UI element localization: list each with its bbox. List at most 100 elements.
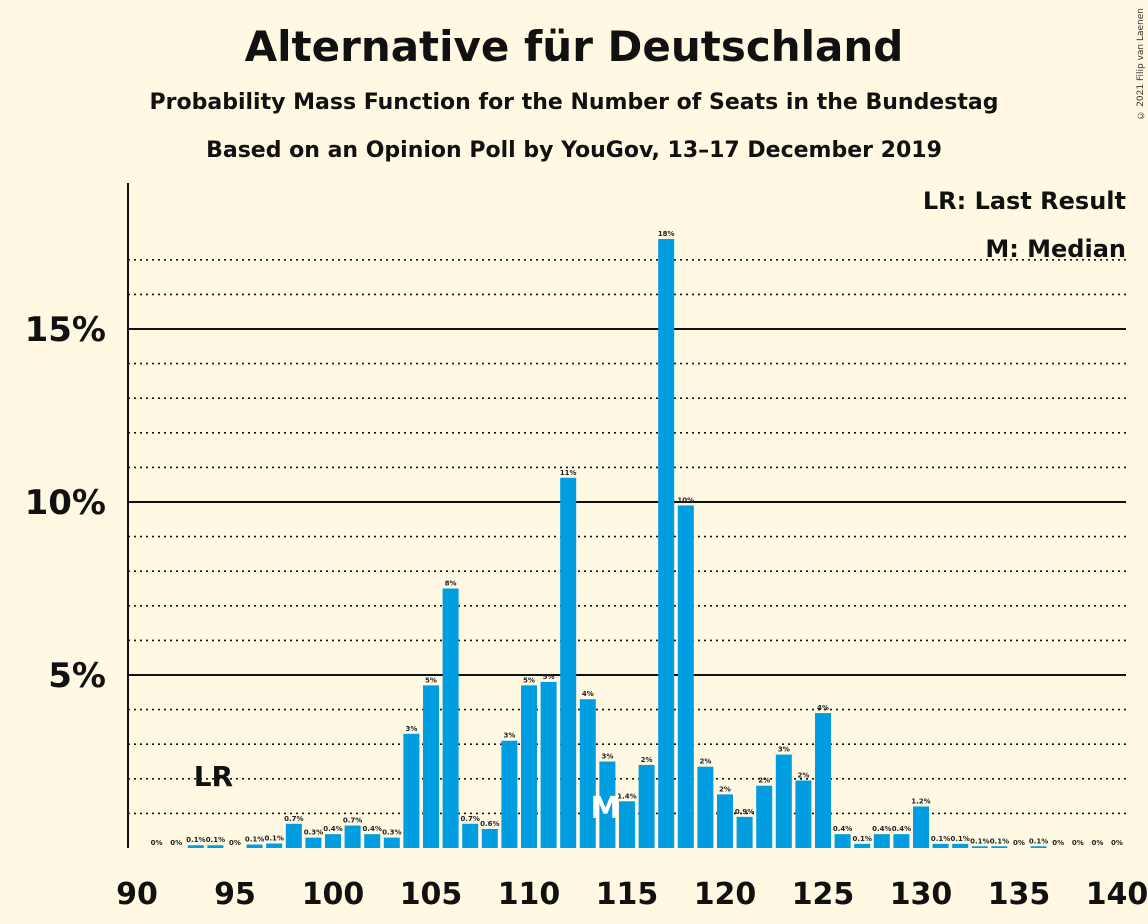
data-label-seat-122: 2% <box>758 777 770 785</box>
x-tick-label: 140 <box>1086 877 1148 912</box>
data-label-seat-124: 2% <box>797 772 809 780</box>
bar-seat-136 <box>1030 846 1047 848</box>
data-label-seat-133: 0.1% <box>970 837 989 845</box>
data-label-seat-118: 10% <box>677 496 694 504</box>
data-label-seat-105: 5% <box>425 676 437 684</box>
data-label-seat-114: 3% <box>601 753 613 761</box>
data-label-seat-127: 0.1% <box>852 835 871 843</box>
data-label-seat-117: 18% <box>658 230 675 238</box>
data-label-seat-129: 0.4% <box>892 825 911 833</box>
data-label-seat-91: 0% <box>151 839 163 847</box>
bar-seat-129 <box>893 834 910 848</box>
bar-seat-100 <box>325 834 341 848</box>
x-tick-label: 110 <box>498 877 561 912</box>
data-label-seat-138: 0% <box>1072 839 1084 847</box>
data-label-seat-126: 0.4% <box>833 825 852 833</box>
data-label-seat-95: 0% <box>229 839 241 847</box>
x-tick-label: 130 <box>890 877 953 912</box>
data-label-seat-108: 0.6% <box>480 820 499 828</box>
bar-seat-99 <box>305 837 322 848</box>
markers: LR M <box>194 760 621 826</box>
data-label-seat-125: 4% <box>817 704 829 712</box>
x-tick-label: 115 <box>596 877 659 912</box>
bar-seat-118 <box>677 505 694 848</box>
bar-seat-112 <box>560 477 577 848</box>
bars <box>187 239 1047 849</box>
bar-seat-134 <box>991 846 1008 848</box>
x-tick-label: 100 <box>302 877 365 912</box>
data-label-seat-96: 0.1% <box>245 836 264 844</box>
data-label-seat-92: 0% <box>170 839 182 847</box>
bar-seat-105 <box>423 685 439 848</box>
bar-seat-120 <box>717 794 733 848</box>
data-label-seat-119: 2% <box>699 758 711 766</box>
data-label-seat-134: 0.1% <box>990 837 1009 845</box>
bar-seat-125 <box>815 713 831 848</box>
bar-seat-102 <box>364 834 381 848</box>
data-label-seat-137: 0% <box>1052 839 1064 847</box>
data-label-seat-136: 0.1% <box>1029 837 1048 845</box>
data-label-seat-139: 0% <box>1091 839 1103 847</box>
bar-seat-107 <box>462 823 479 848</box>
bar-seat-121 <box>736 816 753 848</box>
bar-seat-113 <box>579 699 596 848</box>
bar-seat-119 <box>697 766 714 848</box>
data-label-seat-116: 2% <box>641 756 653 764</box>
data-label-seat-103: 0.3% <box>382 829 401 837</box>
data-label-seat-128: 0.4% <box>872 825 891 833</box>
data-label-seat-109: 3% <box>503 732 515 740</box>
bar-seat-94 <box>207 845 224 848</box>
data-label-seat-98: 0.7% <box>284 815 303 823</box>
legend-last-result: LR: Last Result <box>923 187 1126 215</box>
x-tick-label: 135 <box>988 877 1051 912</box>
data-label-seat-106: 8% <box>445 580 457 588</box>
data-label-seat-135: 0% <box>1013 839 1025 847</box>
grid-lines <box>128 258 1126 815</box>
chart-title: Alternative für Deutschland <box>244 22 904 71</box>
x-tick-label: 105 <box>400 877 463 912</box>
bar-seat-108 <box>481 828 498 848</box>
data-label-seat-107: 0.7% <box>460 815 479 823</box>
data-label-seat-132: 0.1% <box>950 835 969 843</box>
x-tick-label: 90 <box>116 877 158 912</box>
chart-subtitle: Probability Mass Function for the Number… <box>149 90 999 115</box>
bar-seat-101 <box>344 825 361 848</box>
data-label-seat-115: 1.4% <box>617 792 636 800</box>
x-tick-label: 120 <box>694 877 757 912</box>
bar-seat-132 <box>952 843 969 848</box>
x-axis-ticks: 90 95 100 105 110 115 120 125 130 135 140 <box>116 877 1148 912</box>
data-label-seat-102: 0.4% <box>362 825 381 833</box>
bar-seat-124 <box>795 780 812 848</box>
bar-seat-93 <box>187 845 204 848</box>
y-tick-label: 10% <box>25 483 106 523</box>
data-label-seat-101: 0.7% <box>343 817 362 825</box>
data-label-seat-140: 0% <box>1111 839 1123 847</box>
bar-seat-106 <box>442 588 459 848</box>
data-label-seat-112: 11% <box>560 469 577 477</box>
bar-seat-126 <box>834 834 851 848</box>
chart-subtitle-source: Based on an Opinion Poll by YouGov, 13–1… <box>206 138 942 163</box>
bar-seat-133 <box>971 846 988 848</box>
data-label-seat-111: 5% <box>543 673 555 681</box>
data-label-seat-130: 1.2% <box>911 797 930 805</box>
x-tick-label: 95 <box>214 877 256 912</box>
y-tick-label: 5% <box>48 656 106 696</box>
bar-seat-131 <box>932 843 949 848</box>
bar-seat-127 <box>854 843 871 848</box>
bar-seat-128 <box>873 834 890 848</box>
legend-median: M: Median <box>985 235 1126 263</box>
data-label-seat-93: 0.1% <box>186 836 205 844</box>
y-tick-label: 15% <box>25 310 106 350</box>
bar-seat-110 <box>521 685 537 848</box>
bar-seat-98 <box>285 823 302 848</box>
data-label-seat-120: 2% <box>719 785 731 793</box>
x-tick-label: 125 <box>792 877 855 912</box>
data-label-seat-113: 4% <box>582 690 594 698</box>
data-label-seat-121: 0.9% <box>735 808 754 816</box>
bar-seat-97 <box>266 843 283 848</box>
data-label-seat-104: 3% <box>405 725 417 733</box>
data-label-seat-97: 0.1% <box>264 835 283 843</box>
bar-seat-117 <box>658 239 675 849</box>
bar-seat-116 <box>638 764 655 848</box>
